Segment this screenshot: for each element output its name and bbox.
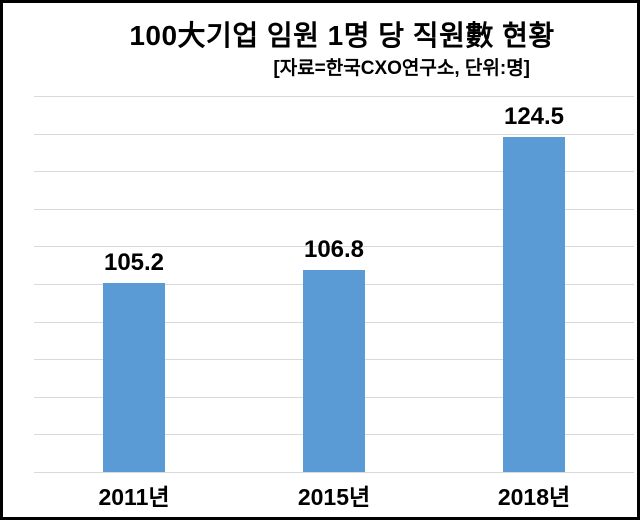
chart-subtitle: [자료=한국CXO연구소, 단위:명] [273, 58, 530, 79]
gridline [34, 133, 634, 135]
plot-area: 105.2 2011년 106.8 2015년 124.5 2018년 [34, 96, 634, 509]
bar-2015년 [303, 270, 365, 472]
gridline [34, 208, 634, 210]
chart-title: 100大기업 임원 1명 당 직원數 현황 [129, 20, 555, 51]
gridline [34, 171, 634, 173]
bar-value-label: 105.2 [103, 248, 165, 276]
bar-value-label: 106.8 [303, 236, 365, 264]
gridline [34, 246, 634, 248]
bar-2018년 [503, 137, 565, 472]
gridline [34, 96, 634, 97]
x-axis-label: 2018년 [497, 484, 571, 510]
x-axis-label: 2011년 [98, 484, 170, 510]
bar-2011년 [102, 282, 165, 472]
x-axis-label: 2015년 [297, 484, 371, 510]
bar-value-label: 124.5 [503, 103, 565, 131]
gridline [34, 472, 634, 473]
